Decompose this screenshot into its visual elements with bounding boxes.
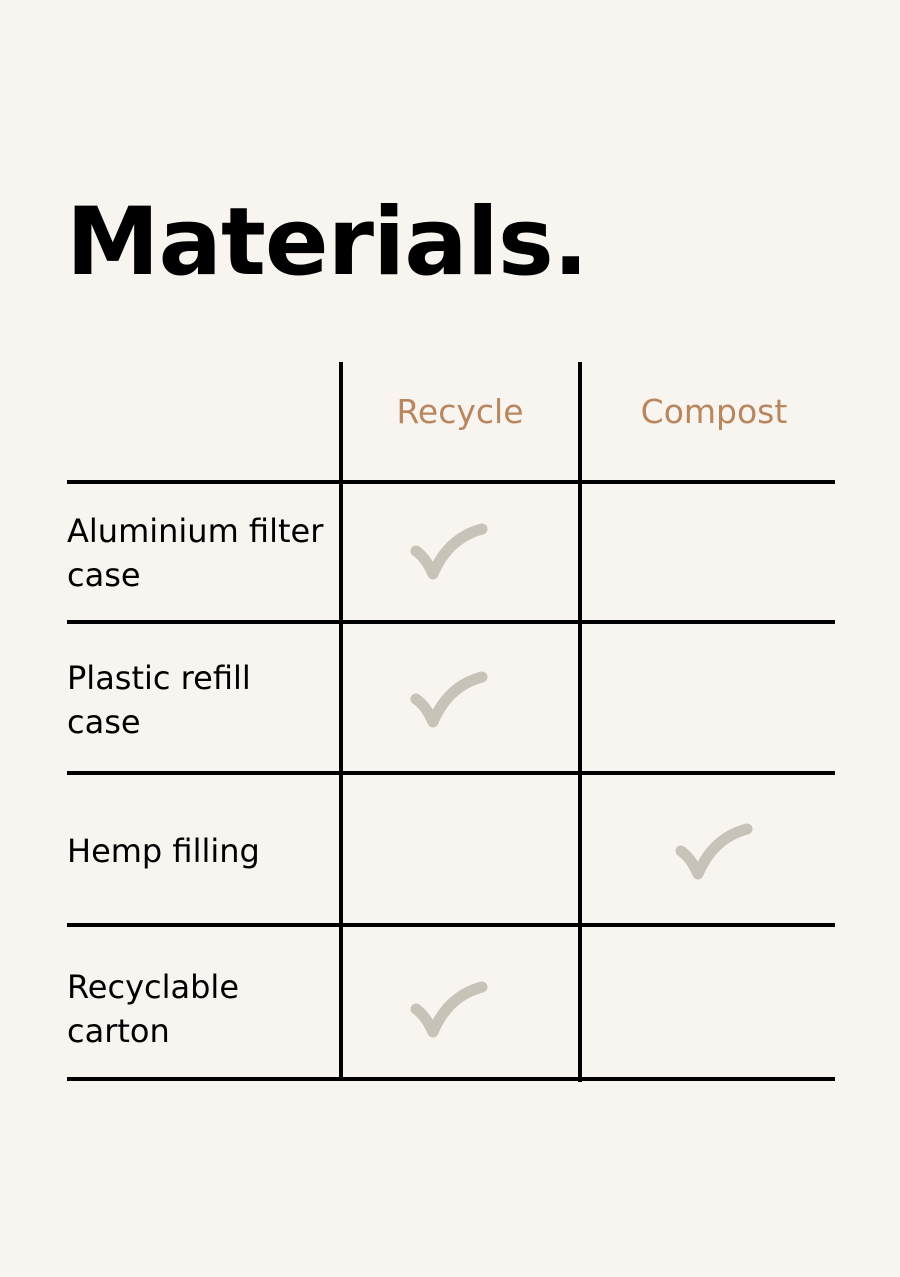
checkmark-icon [671,818,755,884]
page-title: Materials. [66,188,589,297]
column-divider [339,362,343,1078]
column-header-recycle: Recycle [396,392,524,431]
row-divider [67,620,835,624]
row-label: Recyclable carton [67,968,239,1050]
row-label: Plastic refill case [67,659,251,741]
column-header-compost: Compost [640,392,788,431]
row-divider [67,1077,835,1081]
row-label: Hemp filling [67,832,260,870]
row-divider [67,771,835,775]
row-label: Aluminium filter case [67,512,324,594]
checkmark-icon [406,518,490,584]
row-divider [67,923,835,927]
checkmark-icon [406,976,490,1042]
checkmark-icon [406,666,490,732]
row-divider [67,480,835,484]
column-divider [578,362,582,1082]
